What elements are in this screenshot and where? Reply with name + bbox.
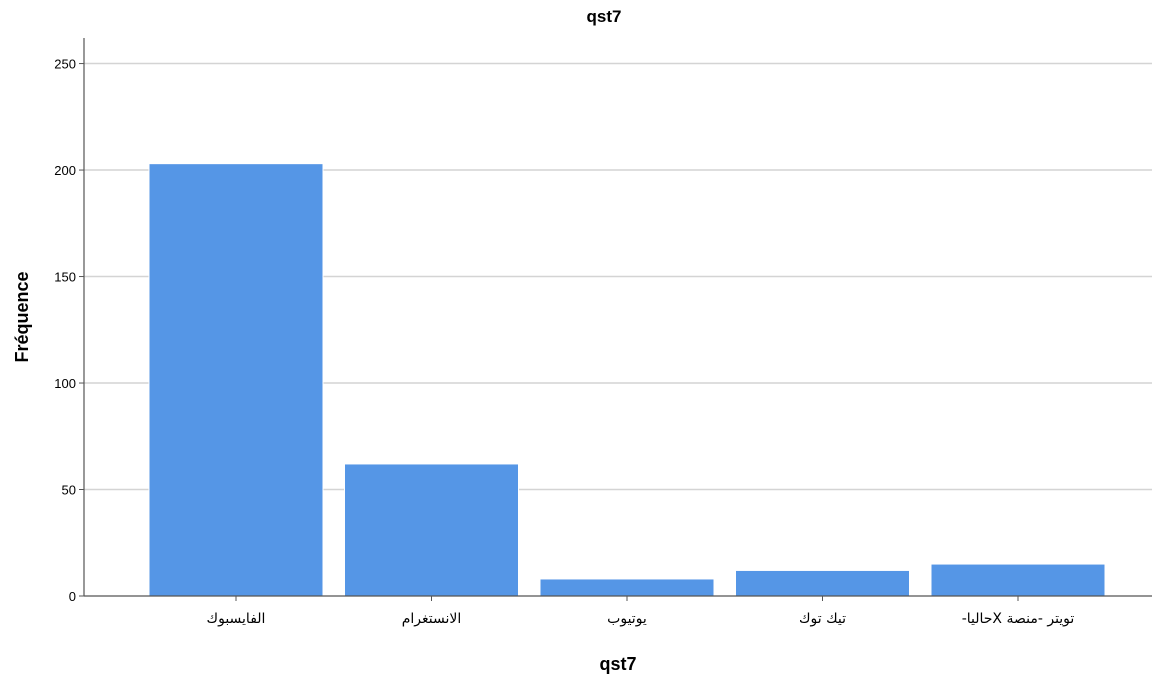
x-category-label: تويتر -منصة Xحاليا- xyxy=(962,611,1075,627)
y-tick-label: 250 xyxy=(54,57,76,72)
bars xyxy=(148,163,1106,597)
bar xyxy=(344,463,519,597)
x-axis-title: qst7 xyxy=(599,654,636,674)
chart-title: qst7 xyxy=(587,7,622,26)
y-tick-labels: 0 50 100 150 200 250 xyxy=(54,57,84,604)
y-tick-label: 150 xyxy=(54,270,76,285)
y-tick-label: 100 xyxy=(54,376,76,391)
bar xyxy=(148,163,324,597)
y-tick-label: 200 xyxy=(54,163,76,178)
x-category-label: الانستغرام xyxy=(402,611,462,627)
y-axis-title: Fréquence xyxy=(12,271,32,362)
bar xyxy=(539,578,715,597)
x-category-label: الفايسبوك xyxy=(207,611,266,627)
x-tick-labels: الفايسبوك الانستغرام يوتيوب تيك توك تويتر -م… xyxy=(207,596,1075,627)
axes xyxy=(83,38,1152,597)
x-category-label: يوتيوب xyxy=(607,611,647,627)
x-category-label: تيك توك xyxy=(799,611,846,627)
y-tick-label: 50 xyxy=(62,483,76,498)
bar xyxy=(735,569,910,597)
y-tick-label: 0 xyxy=(69,589,76,604)
bar xyxy=(930,563,1106,597)
